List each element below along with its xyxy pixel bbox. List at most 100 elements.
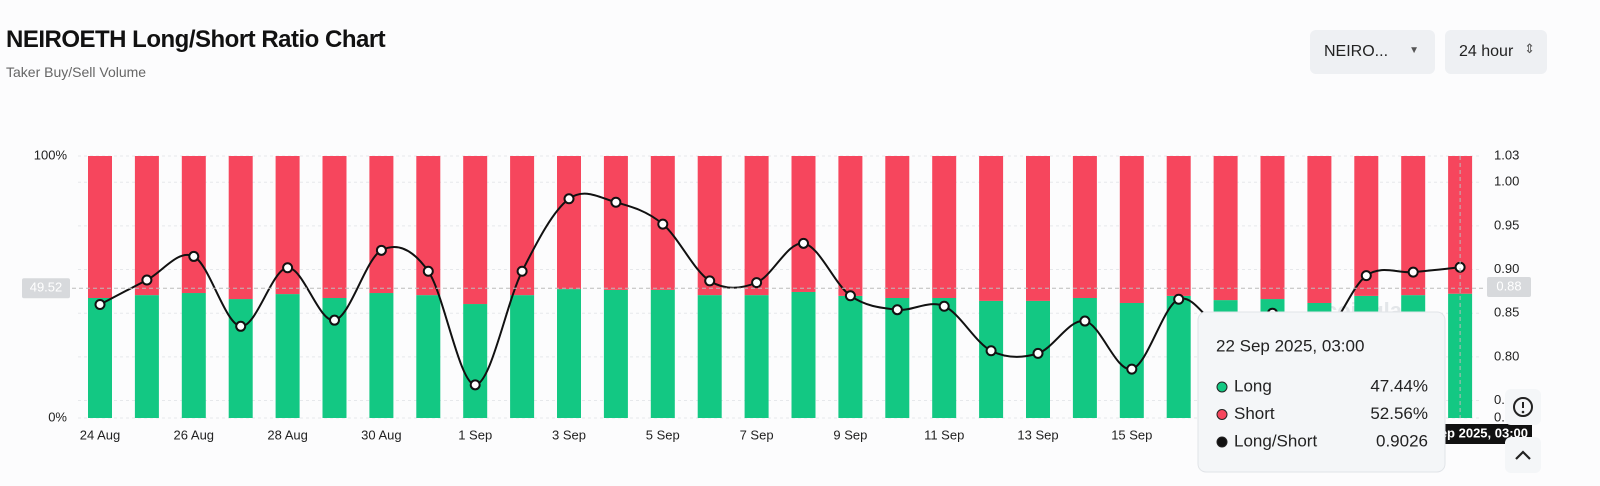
long-bar [1119, 302, 1144, 418]
x-tick-label: 3 Sep [552, 427, 586, 442]
ratio-dot [1407, 266, 1419, 278]
short-bar [603, 156, 628, 290]
long-bar [744, 295, 769, 418]
crosshair-y2-box [1487, 277, 1531, 297]
ratio-dot [422, 265, 434, 277]
y-tick-label: 0% [48, 409, 67, 424]
short-bar [134, 156, 159, 296]
ratio-dot [282, 262, 294, 274]
long-bar [134, 295, 159, 418]
long-bar [510, 295, 535, 418]
x-tick-label: 5 Sep [646, 427, 680, 442]
ratio-dot [1032, 347, 1044, 359]
y2-tick-label: 1.03 [1494, 147, 1519, 162]
short-bar [1026, 156, 1050, 301]
caret: ⇕ [1524, 41, 1535, 56]
tooltip-value: 47.44% [1370, 376, 1428, 395]
short-bar [1213, 156, 1238, 301]
short-bar [1307, 156, 1332, 303]
tooltip-swatch [1216, 409, 1228, 420]
x-tick-label: 26 Aug [174, 427, 215, 442]
x-tick-label: 24 Aug [80, 427, 121, 442]
short-bar [557, 156, 581, 290]
short-bar [1448, 156, 1473, 294]
long-bar [181, 293, 206, 418]
ratio-dot [844, 290, 856, 302]
ratio-dot [469, 379, 481, 391]
short-bar [1166, 156, 1191, 296]
long-bar [88, 298, 112, 418]
short-bar [1119, 156, 1144, 303]
x-tick-label: 11 Sep [924, 427, 964, 442]
y2-tick-label: 0.95 [1494, 217, 1519, 232]
ratio-dot [141, 274, 153, 286]
crosshair-y-box [22, 278, 70, 299]
x-tick-label: 7 Sep [740, 427, 774, 442]
info-icon [1513, 397, 1533, 417]
ratio-dot [329, 314, 340, 326]
x-tick-label: 30 Aug [361, 427, 402, 442]
interval-select[interactable]: 24 hour ⇕ [1445, 30, 1547, 74]
button-bg [1505, 437, 1541, 473]
ratio-dot [1126, 363, 1138, 375]
short-bar [322, 156, 347, 299]
scroll-top-button[interactable] [1505, 437, 1541, 473]
short-bar [838, 156, 863, 296]
short-bar [369, 156, 394, 294]
tooltip-box [1197, 311, 1446, 473]
crosshair-y-label: 49.52 [30, 280, 63, 295]
tooltip-swatch [1216, 381, 1228, 393]
y2-tick-label: 1.00 [1494, 174, 1519, 189]
tooltip-value: 0.9026 [1376, 431, 1428, 450]
info-button[interactable] [1505, 389, 1541, 425]
long-bar [369, 293, 394, 418]
x-tick-label: 28 Aug [267, 427, 308, 442]
long-bar [416, 295, 441, 418]
y2-tick-label: 0.80 [1494, 348, 1519, 363]
ratio-dot [657, 218, 669, 230]
ratio-dot [891, 304, 903, 316]
ratio-dot [938, 300, 950, 312]
symbol-select[interactable]: NEIRO... ▼ [1310, 30, 1435, 74]
y2-tick-label: 0.85 [1494, 305, 1519, 320]
long-bar [1166, 295, 1191, 418]
short-bar [88, 156, 112, 299]
short-bar [1072, 156, 1097, 299]
tooltip-title: 22 Sep 2025, 03:00 [1216, 336, 1364, 355]
ratio-dot [563, 193, 575, 205]
ratio-dot [235, 320, 247, 332]
long-bar [463, 304, 488, 418]
caret: ▼ [1409, 45, 1419, 56]
page-subtitle: Taker Buy/Sell Volume [6, 64, 147, 80]
page-title: NEIROETH Long/Short Ratio Chart [6, 26, 386, 53]
ratio-dot [985, 345, 997, 357]
ratio-dot [704, 275, 716, 287]
symbol-select-text: NEIRO... [1324, 43, 1389, 60]
y2-tick-label: 0.90 [1494, 261, 1519, 276]
x-tick-label: 15 Sep [1111, 427, 1152, 442]
long-bar [979, 300, 1004, 418]
tooltip: 22 Sep 2025, 03:00 Long 47.44% Short 52.56% L… [1197, 311, 1446, 473]
long-bar [1026, 300, 1050, 418]
long-bar [932, 298, 957, 418]
chevron-up [1515, 450, 1531, 460]
ratio-dot [94, 298, 106, 310]
long-bar [557, 289, 581, 418]
interval-select-text: 24 hour [1459, 43, 1514, 60]
x-tick-label: 13 Sep [1017, 427, 1058, 442]
short-bar [228, 156, 253, 300]
short-bar [979, 156, 1004, 301]
long-bar [650, 289, 675, 418]
long-bar [228, 299, 253, 418]
x-tick-label: 9 Sep [833, 427, 867, 442]
crosshair-y2-label: 0.88 [1496, 278, 1521, 293]
short-bar [463, 156, 488, 305]
tooltip-name: Short [1234, 404, 1275, 423]
ratio-dot [610, 196, 622, 208]
short-bar [744, 156, 769, 296]
ratio-dot [751, 277, 763, 289]
tooltip-name: Long [1234, 376, 1272, 395]
ratio-dot [1173, 293, 1185, 305]
